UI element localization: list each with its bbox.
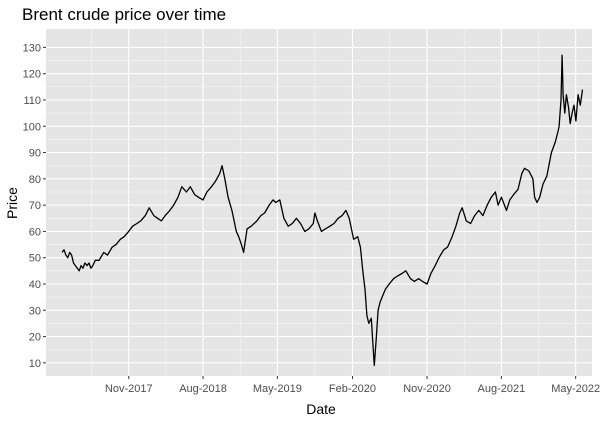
x-tick-label: Aug-2021 bbox=[478, 383, 526, 395]
y-axis-title: Price bbox=[4, 187, 20, 219]
x-tick-label: May-2019 bbox=[253, 383, 302, 395]
plot-panel bbox=[46, 29, 592, 376]
x-axis-title: Date bbox=[306, 401, 336, 417]
y-tick-label: 50 bbox=[29, 253, 41, 265]
x-tick-label: May-2022 bbox=[551, 383, 600, 395]
x-tick-label: Nov-2020 bbox=[403, 383, 451, 395]
y-tick-label: 80 bbox=[29, 174, 41, 186]
x-tick-label: Aug-2018 bbox=[179, 383, 227, 395]
y-tick-label: 120 bbox=[23, 69, 41, 81]
y-tick-label: 70 bbox=[29, 200, 41, 212]
y-tick-label: 90 bbox=[29, 148, 41, 160]
y-tick-label: 10 bbox=[29, 358, 41, 370]
y-axis: 10 20 30 40 50 60 70 80 90 100 110 120 130 bbox=[23, 42, 46, 370]
y-tick-label: 110 bbox=[23, 95, 41, 107]
y-tick-label: 40 bbox=[29, 279, 41, 291]
y-tick-label: 30 bbox=[29, 305, 41, 317]
x-axis: Nov-2017 Aug-2018 May-2019 Feb-2020 Nov-2020… bbox=[105, 376, 600, 395]
major-gridlines bbox=[46, 29, 592, 376]
price-series-line bbox=[61, 54, 584, 367]
y-tick-label: 60 bbox=[29, 226, 41, 238]
x-tick-label: Feb-2020 bbox=[329, 383, 376, 395]
minor-gridlines bbox=[46, 29, 592, 376]
y-tick-label: 20 bbox=[29, 332, 41, 344]
x-tick-label: Nov-2017 bbox=[105, 383, 153, 395]
y-tick-label: 100 bbox=[23, 121, 41, 133]
chart-title: Brent crude price over time bbox=[22, 5, 226, 24]
y-tick-label: 130 bbox=[23, 42, 41, 54]
